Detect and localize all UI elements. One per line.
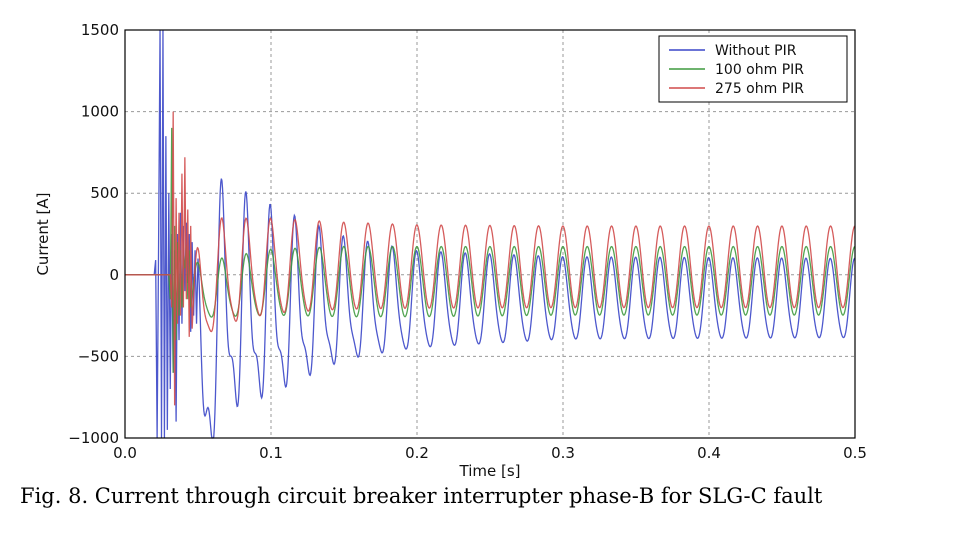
legend-entry: 100 ohm PIR [715, 62, 804, 78]
y-axis-label: Current [A] [34, 192, 52, 275]
x-tick-label: 0.0 [113, 444, 137, 462]
series-line-2 [125, 111, 856, 406]
y-tick-label: 500 [90, 184, 119, 202]
figure-caption: Fig. 8. Current through circuit breaker … [20, 484, 823, 508]
series-line-0 [125, 29, 856, 439]
y-tick-label: 0 [109, 266, 119, 284]
x-tick-label: 0.2 [405, 444, 429, 462]
x-tick-label: 0.1 [259, 444, 283, 462]
series-layer [125, 29, 856, 439]
y-tick-label: −500 [78, 347, 119, 365]
x-tick-label: 0.3 [551, 444, 575, 462]
legend-entry: Without PIR [715, 43, 797, 59]
plot-frame [124, 29, 856, 439]
y-tick-label: −1000 [68, 429, 119, 447]
chart: 0.0 0.1 0.2 0.3 0.4 0.5−1000−500050010001500 … [34, 21, 867, 480]
legend-entry: 275 ohm PIR [715, 81, 804, 97]
y-tick-label: 1000 [81, 103, 119, 121]
x-tick-label: 0.4 [697, 444, 721, 462]
legend: Without PIR 100 ohm PIR 275 ohm PIR [658, 35, 848, 103]
y-tick-label: 1500 [81, 21, 119, 39]
x-axis-label: Time [s] [459, 462, 521, 480]
x-tick-label: 0.5 [843, 444, 867, 462]
series-line-1 [125, 127, 856, 373]
ticks: 0.0 0.1 0.2 0.3 0.4 0.5 −1000 −500 0 500 1000 1500 [68, 21, 867, 462]
